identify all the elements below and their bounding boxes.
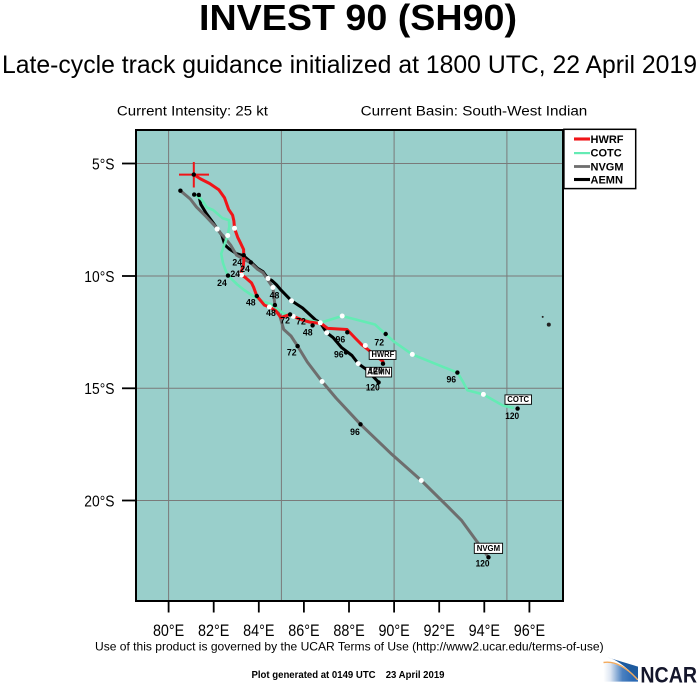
svg-text:10°S: 10°S [84,269,114,286]
svg-text:NCAR: NCAR [640,662,697,684]
svg-text:72: 72 [287,348,297,359]
svg-text:92°E: 92°E [424,621,455,640]
svg-text:15°S: 15°S [84,381,114,398]
svg-text:48: 48 [270,291,280,302]
svg-text:96: 96 [350,427,360,438]
svg-text:48: 48 [246,298,256,309]
svg-text:24: 24 [230,269,240,280]
svg-text:94°E: 94°E [469,621,500,640]
svg-text:Late-cycle track guidance init: Late-cycle track guidance initialized at… [2,51,697,79]
svg-text:120: 120 [505,411,519,422]
svg-text:Current Basin: South-West Indi: Current Basin: South-West Indian [361,104,588,119]
svg-text:90°E: 90°E [378,621,409,640]
svg-text:96: 96 [334,350,344,361]
svg-text:NVGM: NVGM [591,161,624,173]
svg-text:84°E: 84°E [243,621,274,640]
svg-text:120: 120 [366,383,380,394]
svg-text:5°S: 5°S [92,156,115,173]
svg-text:72: 72 [280,316,290,327]
svg-text:INVEST 90 (SH90): INVEST 90 (SH90) [199,0,517,38]
svg-text:24: 24 [240,264,250,275]
svg-text:88°E: 88°E [333,621,364,640]
svg-text:86°E: 86°E [288,621,319,640]
svg-text:24: 24 [232,258,242,269]
svg-text:COTC: COTC [507,395,529,404]
svg-text:120: 120 [369,366,383,377]
svg-text:120: 120 [476,558,490,569]
svg-text:48: 48 [266,308,276,319]
svg-text:96°E: 96°E [514,621,545,640]
svg-text:72: 72 [374,338,384,349]
svg-text:HWRF: HWRF [591,134,624,146]
svg-text:Current Intensity: 25 kt: Current Intensity: 25 kt [117,104,268,119]
svg-text:Plot generated at 0149 UTC 2: Plot generated at 0149 UTC 23 April 2019 [252,670,445,681]
svg-text:20°S: 20°S [84,493,114,510]
svg-text:Use of this product is governe: Use of this product is governed by the U… [95,640,604,654]
svg-text:COTC: COTC [591,147,622,159]
svg-text:82°E: 82°E [198,621,229,640]
svg-text:80°E: 80°E [153,621,184,640]
svg-text:96: 96 [336,334,346,345]
svg-text:HWRF: HWRF [372,350,395,359]
svg-text:AEMN: AEMN [591,174,623,186]
svg-text:NVGM: NVGM [477,544,500,553]
svg-text:48: 48 [303,328,313,339]
svg-text:24: 24 [217,278,227,289]
svg-text:96: 96 [446,374,456,385]
svg-text:AEMN: AEMN [367,368,391,377]
svg-text:72: 72 [296,317,306,328]
